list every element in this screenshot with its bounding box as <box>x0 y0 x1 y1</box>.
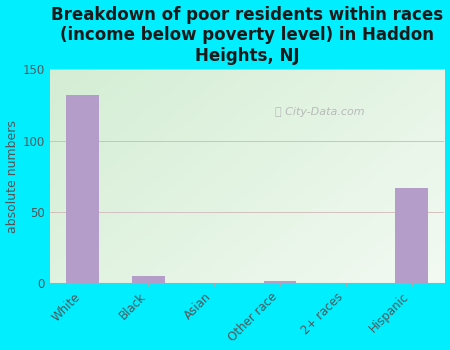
Y-axis label: absolute numbers: absolute numbers <box>5 120 18 233</box>
Bar <box>395 188 428 283</box>
Bar <box>264 281 297 283</box>
Text: ⓘ City-Data.com: ⓘ City-Data.com <box>275 107 365 117</box>
Title: Breakdown of poor residents within races
(income below poverty level) in Haddon
: Breakdown of poor residents within races… <box>51 6 443 65</box>
Bar <box>66 95 99 283</box>
Bar <box>132 276 165 283</box>
